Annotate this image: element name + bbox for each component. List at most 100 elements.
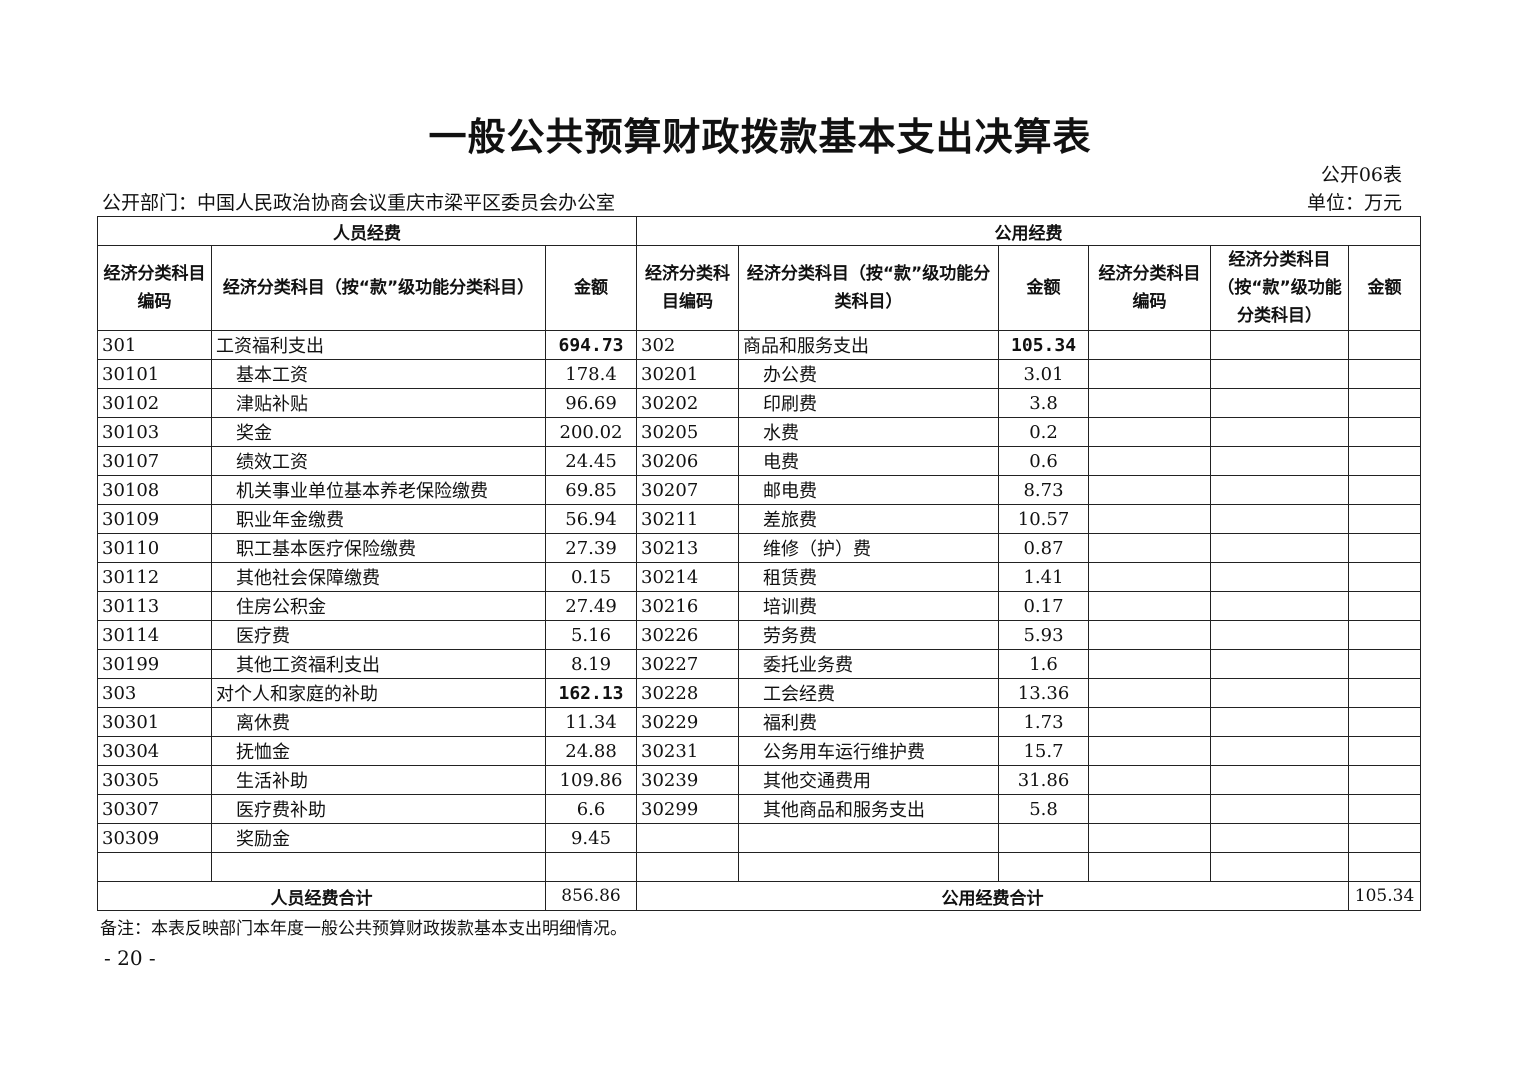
amount-cell: 13.36 xyxy=(998,678,1090,708)
subject-cell xyxy=(1210,707,1350,737)
code-cell xyxy=(1088,649,1212,679)
subject-cell xyxy=(1210,823,1350,853)
subject-cell: 其他交通费用 xyxy=(738,765,1000,795)
amount-cell: 1.73 xyxy=(998,707,1090,737)
code-cell: 30214 xyxy=(636,562,740,592)
subject-cell xyxy=(738,823,1000,853)
subject-cell: 基本工资 xyxy=(211,359,546,389)
col-amount-2: 金额 xyxy=(998,245,1090,331)
subject-cell: 住房公积金 xyxy=(211,591,546,621)
public-total-value: 105.34 xyxy=(1348,881,1422,911)
public-total-label: 公用经费合计 xyxy=(636,881,1350,911)
code-cell xyxy=(1088,707,1212,737)
unit-label: 单位：万元 xyxy=(1306,192,1402,214)
subject-cell: 培训费 xyxy=(738,591,1000,621)
subject-cell xyxy=(1210,794,1350,824)
code-cell: 30301 xyxy=(97,707,212,737)
amount-cell: 31.86 xyxy=(998,765,1090,795)
subject-cell xyxy=(211,852,546,882)
table-row: 30113 住房公积金 27.49 30216 培训费 0.17 xyxy=(97,591,1422,621)
col-subject-3: 经济分类科目（按“款”级功能分类科目） xyxy=(1210,245,1350,331)
code-cell: 30103 xyxy=(97,417,212,447)
amount-cell xyxy=(1348,794,1422,824)
amount-cell xyxy=(1348,388,1422,418)
amount-cell xyxy=(1348,823,1422,853)
subject-cell: 医疗费补助 xyxy=(211,794,546,824)
subject-cell: 对个人和家庭的补助 xyxy=(211,678,546,708)
code-cell: 302 xyxy=(636,330,740,360)
subject-cell xyxy=(738,852,1000,882)
code-cell: 303 xyxy=(97,678,212,708)
amount-cell: 11.34 xyxy=(544,707,638,737)
subject-cell xyxy=(1210,562,1350,592)
code-cell: 30309 xyxy=(97,823,212,853)
table-row: 30107 绩效工资 24.45 30206 电费 0.6 xyxy=(97,446,1422,476)
amount-cell: 27.49 xyxy=(544,591,638,621)
table-row: 30199 其他工资福利支出 8.19 30227 委托业务费 1.6 xyxy=(97,649,1422,679)
amount-cell xyxy=(544,852,638,882)
subject-cell xyxy=(1210,504,1350,534)
subject-cell: 电费 xyxy=(738,446,1000,476)
amount-cell xyxy=(1348,417,1422,447)
amount-cell xyxy=(998,852,1090,882)
subject-cell: 差旅费 xyxy=(738,504,1000,534)
expenditure-table: 人员经费 公用经费 经济分类科目编码 经济分类科目（按“款”级功能分类科目） 金… xyxy=(96,216,1422,911)
code-cell: 30206 xyxy=(636,446,740,476)
code-cell: 30213 xyxy=(636,533,740,563)
amount-cell xyxy=(1348,852,1422,882)
subject-cell: 职业年金缴费 xyxy=(211,504,546,534)
code-cell: 30202 xyxy=(636,388,740,418)
amount-cell: 5.8 xyxy=(998,794,1090,824)
subject-cell: 机关事业单位基本养老保险缴费 xyxy=(211,475,546,505)
subject-cell: 印刷费 xyxy=(738,388,1000,418)
subject-cell xyxy=(1210,852,1350,882)
subject-cell xyxy=(1210,649,1350,679)
amount-cell xyxy=(1348,736,1422,766)
col-amount-3: 金额 xyxy=(1348,245,1422,331)
code-cell xyxy=(1088,678,1212,708)
code-cell: 30113 xyxy=(97,591,212,621)
subject-cell xyxy=(1210,591,1350,621)
table-row: 30102 津贴补贴 96.69 30202 印刷费 3.8 xyxy=(97,388,1422,418)
amount-cell: 0.15 xyxy=(544,562,638,592)
amount-cell: 24.88 xyxy=(544,736,638,766)
table-row xyxy=(97,852,1422,882)
code-cell xyxy=(1088,504,1212,534)
subject-cell xyxy=(1210,678,1350,708)
amount-cell: 5.16 xyxy=(544,620,638,650)
table-row: 30110 职工基本医疗保险缴费 27.39 30213 维修（护）费 0.87 xyxy=(97,533,1422,563)
code-cell: 30114 xyxy=(97,620,212,650)
amount-cell: 15.7 xyxy=(998,736,1090,766)
amount-cell xyxy=(1348,475,1422,505)
code-cell: 30109 xyxy=(97,504,212,534)
amount-cell xyxy=(1348,359,1422,389)
amount-cell xyxy=(1348,562,1422,592)
subject-cell xyxy=(1210,765,1350,795)
subject-cell xyxy=(1210,417,1350,447)
amount-cell xyxy=(1348,649,1422,679)
code-cell xyxy=(97,852,212,882)
amount-cell xyxy=(1348,330,1422,360)
table-row: 30305 生活补助 109.86 30239 其他交通费用 31.86 xyxy=(97,765,1422,795)
code-cell: 30239 xyxy=(636,765,740,795)
subject-cell: 其他社会保障缴费 xyxy=(211,562,546,592)
col-code-3: 经济分类科目编码 xyxy=(1088,245,1212,331)
public-header: 公用经费 xyxy=(636,216,1422,246)
subject-cell xyxy=(1210,388,1350,418)
table-row: 303 对个人和家庭的补助 162.13 30228 工会经费 13.36 xyxy=(97,678,1422,708)
subject-cell: 工资福利支出 xyxy=(211,330,546,360)
personnel-total-label: 人员经费合计 xyxy=(97,881,546,911)
footnote: 备注：本表反映部门本年度一般公共预算财政拨款基本支出明细情况。 xyxy=(100,919,627,939)
table-row: 301 工资福利支出 694.73 302 商品和服务支出 105.34 xyxy=(97,330,1422,360)
subject-cell: 离休费 xyxy=(211,707,546,737)
code-cell: 30110 xyxy=(97,533,212,563)
code-cell xyxy=(1088,620,1212,650)
amount-cell: 69.85 xyxy=(544,475,638,505)
amount-cell: 6.6 xyxy=(544,794,638,824)
table-row: 30114 医疗费 5.16 30226 劳务费 5.93 xyxy=(97,620,1422,650)
amount-cell: 0.2 xyxy=(998,417,1090,447)
code-cell xyxy=(636,823,740,853)
amount-cell: 8.73 xyxy=(998,475,1090,505)
amount-cell: 105.34 xyxy=(998,330,1090,360)
col-subject-2: 经济分类科目（按“款”级功能分类科目） xyxy=(738,245,1000,331)
